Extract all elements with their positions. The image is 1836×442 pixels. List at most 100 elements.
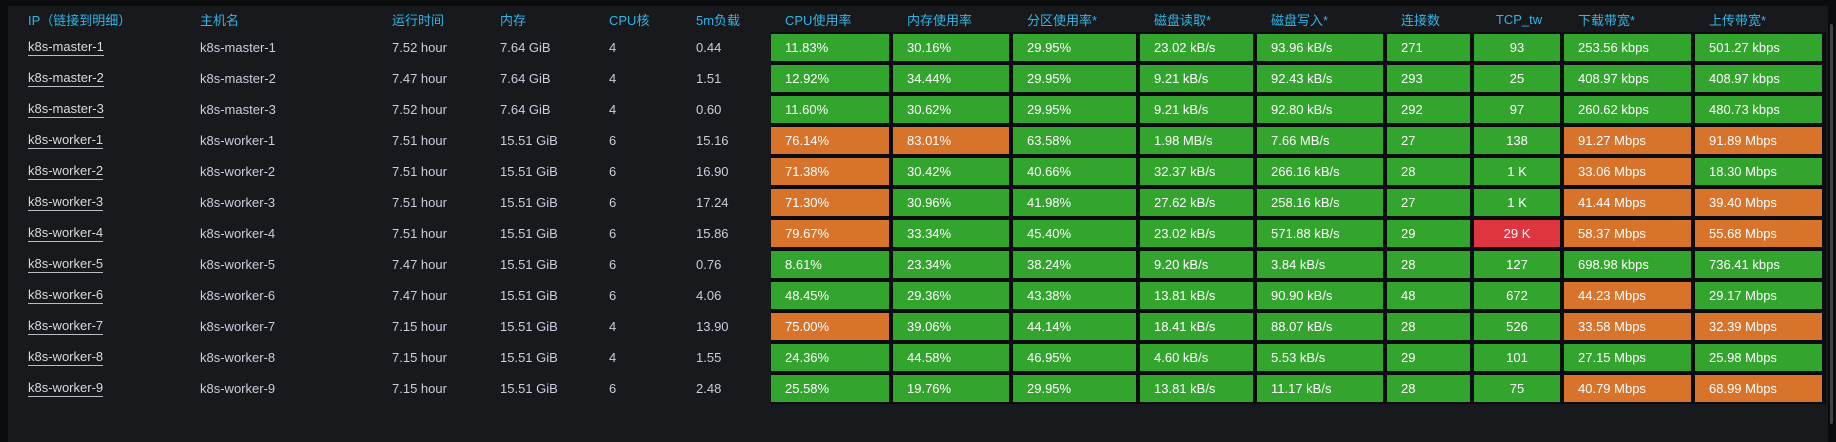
mem_usage-value-badge: 83.01%: [893, 127, 1009, 154]
cell-mem_usage: 83.01%: [893, 125, 1013, 156]
node-metrics-table: IP（链接到明细） 主机名 运行时间 内存 CPU核 5m负载 CPU使用率 内存使用率 分区使…: [8, 6, 1828, 404]
cell-memory: 7.64 GiB: [500, 40, 551, 55]
cell-disk_write: 258.16 kB/s: [1257, 187, 1387, 218]
disk_write-value-badge: 92.43 kB/s: [1257, 65, 1383, 92]
cell-load_5m: 0.76: [696, 257, 722, 272]
partition_usage-value-badge: 43.38%: [1013, 282, 1136, 309]
ip-link[interactable]: k8s-worker-4: [28, 225, 104, 242]
connections-value-badge: 48: [1387, 282, 1470, 309]
column-header-partition_usage[interactable]: 分区使用率*: [1027, 12, 1098, 28]
upload_bw-value-badge: 91.89 Mbps: [1695, 127, 1822, 154]
cell-cpu_cores: 4: [609, 71, 617, 86]
scrollbar-track: [1828, 0, 1836, 442]
cell-memory: 15.51 GiB: [500, 257, 558, 272]
cell-disk_read: 1.98 MB/s: [1140, 125, 1257, 156]
cell-ip: k8s-worker-6: [8, 280, 180, 311]
cell-load_5m: 15.86: [696, 226, 729, 241]
cpu_usage-value-badge: 11.60%: [771, 96, 889, 123]
column-header-hostname[interactable]: 主机名: [200, 12, 240, 28]
tcp_tw-value-badge: 25: [1474, 65, 1560, 92]
column-header-disk_read[interactable]: 磁盘读取*: [1154, 12, 1212, 28]
connections-value-badge: 292: [1387, 96, 1470, 123]
cell-cpu_cores: 4: [609, 319, 617, 334]
column-header-upload_bw[interactable]: 上传带宽*: [1709, 12, 1767, 28]
ip-link[interactable]: k8s-worker-9: [28, 380, 104, 397]
table-row: k8s-master-1 k8s-master-1 7.52 hour 7.64 Gi…: [8, 32, 1828, 63]
column-header-disk_write[interactable]: 磁盘写入*: [1271, 12, 1329, 28]
upload_bw-value-badge: 32.39 Mbps: [1695, 313, 1822, 340]
column-header-load_5m[interactable]: 5m负载: [696, 12, 741, 28]
cell-download_bw: 33.58 Mbps: [1564, 311, 1695, 342]
cell-download_bw: 253.56 kbps: [1564, 32, 1695, 63]
disk_read-value-badge: 32.37 kB/s: [1140, 158, 1253, 185]
cell-memory: 15.51 GiB: [500, 195, 558, 210]
cell-ip: k8s-master-2: [8, 63, 180, 94]
cell-load_5m: 16.90: [696, 164, 729, 179]
ip-link[interactable]: k8s-master-2: [28, 70, 104, 87]
column-header-mem_usage[interactable]: 内存使用率: [907, 12, 973, 28]
disk_write-value-badge: 90.90 kB/s: [1257, 282, 1383, 309]
cell-cpu_cores: 6: [609, 381, 617, 396]
table-row: k8s-worker-7 k8s-worker-7 7.15 hour 15.51 G…: [8, 311, 1828, 342]
ip-link[interactable]: k8s-worker-6: [28, 287, 104, 304]
ip-link[interactable]: k8s-master-1: [28, 39, 104, 56]
tcp_tw-value-badge: 29 K: [1474, 220, 1560, 247]
ip-link[interactable]: k8s-worker-8: [28, 349, 104, 366]
column-header-cpu_cores[interactable]: CPU核: [609, 12, 650, 28]
cell-disk_write: 11.17 kB/s: [1257, 373, 1387, 404]
tcp_tw-value-badge: 127: [1474, 251, 1560, 278]
table-body: k8s-master-1 k8s-master-1 7.52 hour 7.64 Gi…: [8, 32, 1828, 404]
cell-upload_bw: 32.39 Mbps: [1695, 311, 1826, 342]
ip-link[interactable]: k8s-worker-7: [28, 318, 104, 335]
cell-mem_usage: 30.42%: [893, 156, 1013, 187]
column-header-uptime[interactable]: 运行时间: [392, 12, 445, 28]
cell-cpu_usage: 76.14%: [771, 125, 893, 156]
ip-link[interactable]: k8s-worker-3: [28, 194, 104, 211]
vertical-scrollbar[interactable]: [1830, 24, 1833, 424]
cell-hostname: k8s-master-2: [200, 71, 276, 86]
tcp_tw-value-badge: 672: [1474, 282, 1560, 309]
connections-value-badge: 271: [1387, 34, 1470, 61]
disk_read-value-badge: 9.21 kB/s: [1140, 65, 1253, 92]
cell-ip: k8s-master-1: [8, 32, 180, 63]
disk_write-value-badge: 266.16 kB/s: [1257, 158, 1383, 185]
tcp_tw-value-badge: 75: [1474, 375, 1560, 402]
cell-tcp_tw: 1 K: [1474, 187, 1564, 218]
cell-uptime: 7.51 hour: [392, 195, 447, 210]
download_bw-value-badge: 33.06 Mbps: [1564, 158, 1691, 185]
ip-link[interactable]: k8s-worker-1: [28, 132, 104, 149]
cell-disk_write: 571.88 kB/s: [1257, 218, 1387, 249]
cell-disk_write: 3.84 kB/s: [1257, 249, 1387, 280]
cell-memory: 15.51 GiB: [500, 226, 558, 241]
cell-hostname: k8s-worker-3: [200, 195, 276, 210]
connections-value-badge: 27: [1387, 127, 1470, 154]
connections-value-badge: 29: [1387, 344, 1470, 371]
partition_usage-value-badge: 63.58%: [1013, 127, 1136, 154]
connections-value-badge: 27: [1387, 189, 1470, 216]
column-header-ip[interactable]: IP（链接到明细）: [28, 12, 132, 28]
cell-memory: 7.64 GiB: [500, 71, 551, 86]
column-header-connections[interactable]: 连接数: [1401, 12, 1441, 28]
cell-disk_write: 88.07 kB/s: [1257, 311, 1387, 342]
column-header-cpu_usage[interactable]: CPU使用率: [785, 12, 852, 28]
cpu_usage-value-badge: 79.67%: [771, 220, 889, 247]
column-header-download_bw[interactable]: 下载带宽*: [1578, 12, 1636, 28]
column-header-tcp_tw[interactable]: TCP_tw: [1495, 11, 1543, 27]
ip-link[interactable]: k8s-worker-2: [28, 163, 104, 180]
download_bw-value-badge: 408.97 kbps: [1564, 65, 1691, 92]
cell-hostname: k8s-worker-7: [200, 319, 276, 334]
table-row: k8s-master-3 k8s-master-3 7.52 hour 7.64 Gi…: [8, 94, 1828, 125]
column-header-memory[interactable]: 内存: [500, 12, 527, 28]
cell-connections: 28: [1387, 311, 1474, 342]
connections-value-badge: 28: [1387, 313, 1470, 340]
connections-value-badge: 28: [1387, 251, 1470, 278]
cell-disk_write: 92.80 kB/s: [1257, 94, 1387, 125]
cell-uptime: 7.52 hour: [392, 40, 447, 55]
cell-load_5m: 0.44: [696, 40, 722, 55]
cell-uptime: 7.51 hour: [392, 164, 447, 179]
disk_read-value-badge: 18.41 kB/s: [1140, 313, 1253, 340]
ip-link[interactable]: k8s-worker-5: [28, 256, 104, 273]
ip-link[interactable]: k8s-master-3: [28, 101, 104, 118]
cell-tcp_tw: 97: [1474, 94, 1564, 125]
disk_read-value-badge: 13.81 kB/s: [1140, 282, 1253, 309]
